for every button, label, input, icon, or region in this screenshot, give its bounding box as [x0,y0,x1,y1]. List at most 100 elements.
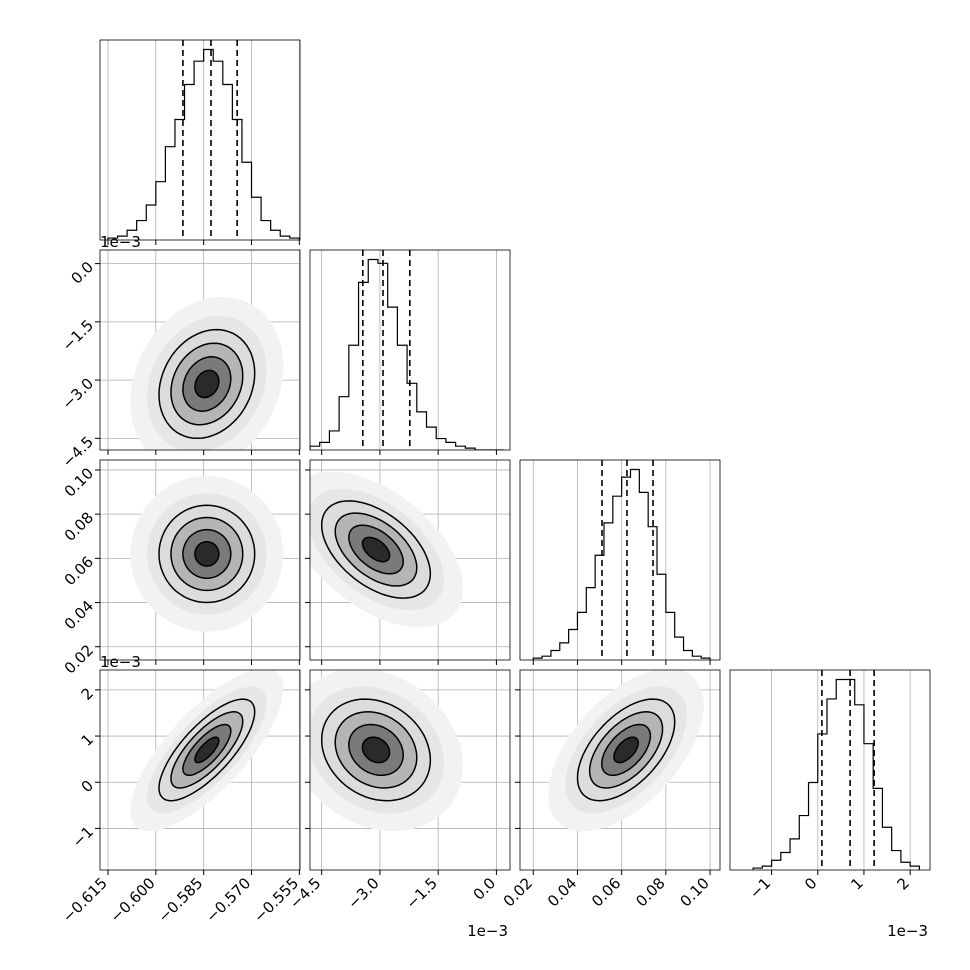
contour [588,711,664,789]
hist-bar [855,705,864,870]
hist-bar [781,853,790,870]
hist-bar [368,260,378,450]
hist-bar [446,442,456,450]
panel-frame [99,39,301,241]
contour [158,698,256,802]
density-fill [194,541,219,567]
panel-frame [519,459,721,661]
y-tick-label: −4.5 [59,433,97,471]
y-offset-label: 1e−3 [100,233,141,251]
contour [348,524,404,575]
hist-bar [388,307,398,450]
contour [348,723,404,777]
contour [170,516,244,592]
y-offset-label: 1e−3 [100,653,141,671]
hist-bar [436,439,446,450]
hist-bar [569,630,578,660]
panel-frame [309,669,511,871]
x-tick-label: 1 [847,874,866,893]
contour [601,723,652,777]
hist-step [752,678,920,870]
density-fill [362,737,390,763]
x-tick-label: −1 [746,874,774,902]
hist-bar [675,637,684,660]
x-tick-label: −0.585 [155,874,207,926]
contour [334,711,418,789]
x-tick-label: 0.04 [544,874,580,910]
panel [95,669,301,875]
x-tick-label: −1.5 [402,874,440,912]
density-fill [194,370,219,398]
y-tick-label: 0.06 [61,553,97,589]
panel-content [520,670,720,870]
contour [182,528,232,579]
contour [158,328,256,440]
panel [99,39,301,245]
hist-bar [407,383,417,450]
panel-frame [99,669,301,871]
x-offset-label: 1e−3 [887,922,928,940]
hist-bar [427,427,437,450]
contour [182,356,232,412]
panel-frame [519,669,721,871]
contour [170,711,244,789]
contour [194,736,220,764]
hist-bar [809,783,818,870]
hist-bar [349,345,359,450]
hist-step [532,468,711,660]
x-offset-label: 1e−3 [467,922,508,940]
y-tick-label: 0.0 [67,258,97,288]
panel [95,249,301,455]
hist-bar [560,643,569,660]
panel-frame [99,249,301,451]
contour [361,736,391,764]
hist-bar [864,744,873,870]
hist-bar [630,470,639,660]
panel [309,249,511,455]
hist-bar [666,612,675,660]
panel-content [100,670,300,870]
x-tick-label: 0.10 [677,874,713,910]
y-tick-label: 2 [78,684,97,703]
panel [729,669,931,875]
hist-bar [320,442,330,450]
x-tick-label: 0.06 [588,874,624,910]
y-tick-label: 0.02 [61,641,97,677]
y-tick-label: −1.5 [59,316,97,354]
hist-bar [156,182,166,240]
x-tick-label: 0.02 [500,874,536,910]
hist-bar [901,862,910,870]
hist-bar [194,61,204,240]
panel-frame [729,669,931,871]
x-tick-label: 0.0 [470,874,500,904]
panel-frame [309,459,511,661]
contour [320,500,432,599]
contour [361,536,391,563]
hist-bar [242,162,252,240]
contour [170,342,244,426]
hist-bar [836,680,845,870]
y-tick-label: 0.10 [61,464,97,500]
hist-bar [882,827,891,870]
x-tick-label: 0.08 [632,874,668,910]
hist-bar [223,85,233,240]
panel-content [310,670,510,870]
y-tick-label: 0 [78,777,97,796]
hist-step [310,258,505,450]
hist-bar [551,650,560,660]
hist-bar [165,147,175,240]
y-tick-label: −1 [69,823,97,851]
hist-bar [252,197,262,240]
panel [305,459,511,665]
panel-content [100,460,300,660]
contour [576,698,676,802]
hist-bar [790,839,799,870]
contour [158,504,256,604]
contour [320,698,432,802]
contour [194,369,220,399]
y-tick-label: 1 [78,730,97,749]
hist-bar [339,397,349,450]
x-tick-label: −0.600 [107,874,159,926]
hist-bar [657,574,666,660]
contour [194,541,220,567]
